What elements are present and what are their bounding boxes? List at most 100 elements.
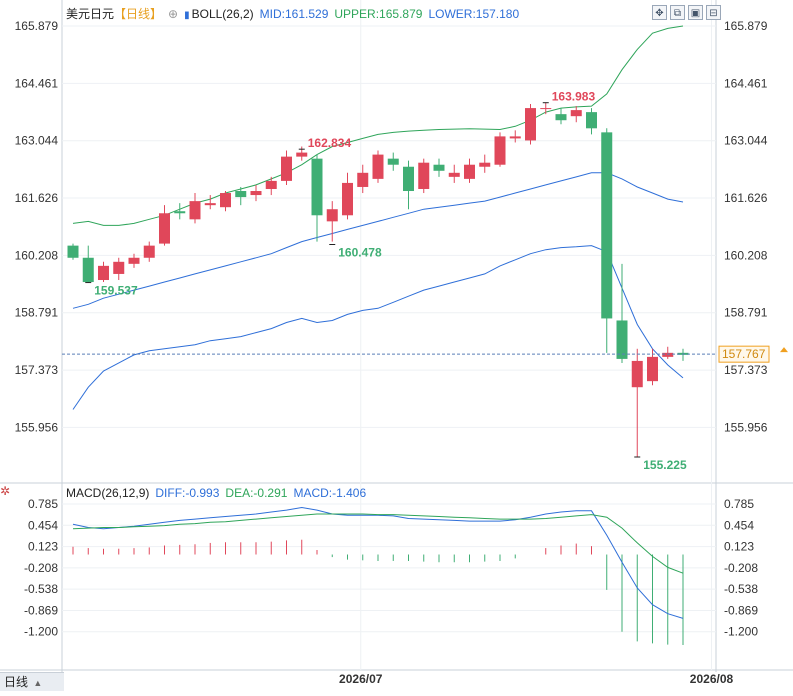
macd-tick-right: 0.785 — [724, 497, 754, 511]
candle — [586, 108, 597, 135]
time-tick-label: 2026/08 — [690, 672, 734, 686]
candle-body — [433, 164, 445, 171]
candle — [174, 203, 186, 220]
candle — [67, 243, 79, 260]
candle-body — [250, 191, 262, 196]
candle — [509, 130, 521, 143]
candle — [265, 176, 277, 196]
macd-diff-line — [72, 506, 684, 619]
price-annotation: 163.983 — [542, 90, 596, 104]
candle-body — [204, 203, 216, 206]
price-tick-left: 157.373 — [15, 363, 59, 377]
crosshair-icon[interactable]: ✥ — [652, 5, 667, 20]
candle-body — [464, 164, 475, 179]
price-tick-left: 155.956 — [15, 420, 59, 434]
grid-lines — [62, 0, 716, 670]
period-tab-daily[interactable]: 日线 ▲ — [0, 672, 64, 691]
candle — [647, 348, 658, 386]
candle-body — [357, 172, 369, 187]
macd-value: MACD:-1.406 — [293, 486, 367, 500]
chart-type-icon: ▮ — [184, 10, 190, 21]
candle-body — [311, 158, 323, 216]
candle — [281, 150, 292, 185]
candle-body — [387, 158, 399, 165]
toggle-icon[interactable]: ⊕ — [168, 7, 179, 21]
macd-tick-right: -1.200 — [724, 625, 758, 639]
candle-body — [265, 180, 277, 189]
price-annotation: 155.225 — [634, 456, 687, 472]
main-legend: 美元日元【日线】 ⊕ ▮ BOLL(26,2) MID:161.529 UPPER:165… — [66, 6, 525, 24]
annotation-label: 159.537 — [94, 284, 138, 298]
candle-body — [418, 162, 430, 189]
macd-tick-right: 0.454 — [724, 518, 754, 532]
candle-body — [601, 132, 613, 319]
macd-tick-left: 0.123 — [28, 540, 58, 554]
indicator-settings-icon[interactable]: ✲ — [0, 484, 11, 498]
zoom-out-icon[interactable]: ⊟ — [706, 5, 721, 20]
candle — [342, 172, 353, 220]
candle-body — [235, 191, 247, 198]
price-tick-right: 165.879 — [724, 19, 768, 33]
candle — [387, 152, 399, 171]
candle — [433, 158, 445, 177]
annotation-label: 163.983 — [552, 90, 596, 104]
macd-tick-right: 0.123 — [724, 540, 754, 554]
last-price-box — [718, 345, 770, 363]
candle — [82, 245, 94, 283]
price-tick-right: 160.208 — [724, 248, 768, 262]
chevron-up-icon: ▲ — [33, 678, 43, 688]
candle — [159, 205, 170, 246]
period-label[interactable]: 【日线】 — [114, 7, 163, 21]
time-tick-label: 2026/07 — [339, 672, 383, 686]
last-price-label: 157.767 — [722, 347, 766, 361]
candle-body — [555, 114, 567, 121]
candle-body — [296, 152, 308, 157]
boll-label[interactable]: BOLL(26,2) — [191, 7, 254, 21]
zoom-in-icon[interactable]: ▣ — [688, 5, 703, 20]
chart-toolbar: ✥ ⧉ ▣ ⊟ — [652, 5, 721, 20]
candlestick-series — [67, 102, 689, 457]
candle-body — [662, 352, 674, 357]
candle-body — [128, 257, 140, 264]
candle-body — [540, 108, 552, 110]
price-tick-left: 164.461 — [15, 76, 59, 90]
candle-body — [586, 112, 597, 129]
macd-dea-line — [72, 513, 684, 574]
candle-body — [174, 211, 186, 214]
price-tick-left: 158.791 — [15, 306, 59, 320]
boll-mid-value: MID:161.529 — [259, 7, 329, 21]
bollinger-bands — [72, 25, 684, 410]
macd-tick-left: -1.200 — [24, 625, 58, 639]
macd-diff-value: DIFF:-0.993 — [155, 486, 220, 500]
candle — [372, 150, 384, 183]
candle-body — [98, 265, 109, 281]
candle — [555, 108, 567, 125]
candle-body — [220, 193, 231, 208]
price-tick-right: 158.791 — [724, 306, 768, 320]
price-tick-right: 157.373 — [724, 363, 768, 377]
price-tick-right: 155.956 — [724, 420, 768, 434]
candle-body — [342, 182, 353, 216]
boll-lower-line — [72, 245, 684, 410]
candle-body — [372, 154, 384, 179]
last-price-tag: 157.767 — [62, 345, 788, 363]
candle-body — [159, 213, 170, 244]
candle — [494, 132, 506, 167]
candle — [220, 191, 231, 212]
price-annotation: 159.537 — [85, 282, 138, 298]
annotation-label: 162.834 — [308, 136, 352, 150]
candle — [189, 193, 201, 224]
annotation-label: 155.225 — [643, 458, 687, 472]
candle — [479, 154, 491, 173]
price-tick-left: 163.044 — [15, 134, 59, 148]
candle — [540, 102, 552, 115]
macd-label[interactable]: MACD(26,12,9) — [66, 486, 150, 500]
candle — [464, 158, 475, 183]
last-price-arrow-icon — [780, 347, 788, 353]
candle-body — [67, 245, 79, 258]
macd-tick-left: -0.538 — [24, 582, 58, 596]
candle — [204, 195, 216, 210]
macd-tick-right: -0.208 — [724, 561, 758, 575]
candle-body — [403, 166, 414, 192]
draw-icon[interactable]: ⧉ — [670, 5, 685, 20]
